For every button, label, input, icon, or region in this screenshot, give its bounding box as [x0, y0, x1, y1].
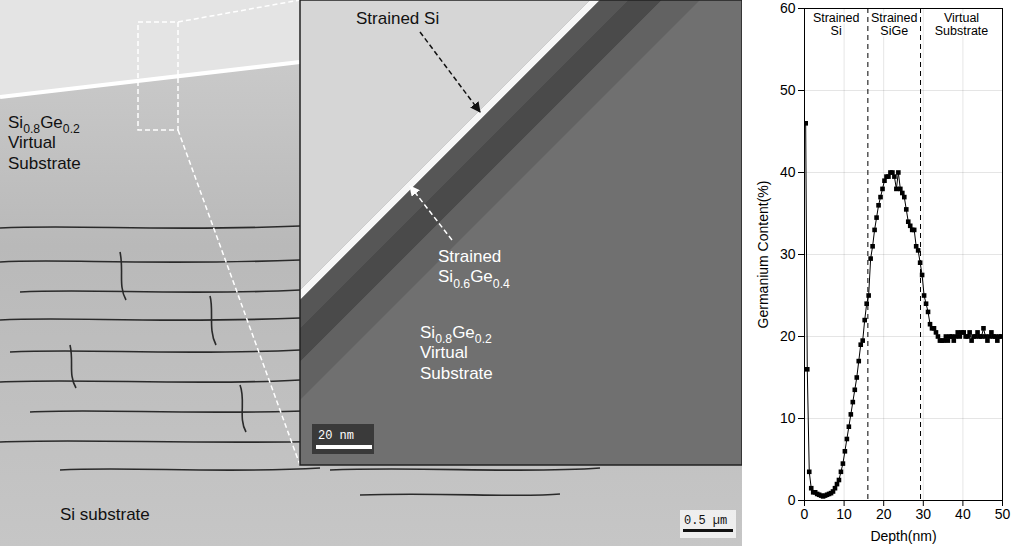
svg-text:Si substrate: Si substrate: [60, 505, 150, 524]
svg-text:StrainedSiGe: StrainedSiGe: [871, 11, 918, 38]
svg-text:0: 0: [788, 492, 796, 508]
svg-text:Depth(nm): Depth(nm): [870, 528, 936, 544]
svg-text:20: 20: [780, 328, 796, 344]
svg-text:30: 30: [916, 506, 932, 522]
svg-text:20: 20: [876, 506, 892, 522]
svg-text:60: 60: [780, 0, 796, 16]
svg-text:Substrate: Substrate: [8, 154, 81, 173]
svg-text:30: 30: [780, 246, 796, 262]
svg-text:50: 50: [995, 506, 1011, 522]
svg-text:Strained: Strained: [438, 247, 501, 266]
svg-text:0: 0: [801, 506, 809, 522]
svg-text:40: 40: [780, 164, 796, 180]
svg-text:10: 10: [780, 410, 796, 426]
svg-text:Si0.6Ge0.4: Si0.6Ge0.4: [438, 267, 510, 290]
svg-text:Strained Si: Strained Si: [356, 9, 439, 28]
svg-text:50: 50: [780, 82, 796, 98]
svg-text:Germanium Content(%): Germanium Content(%): [755, 181, 771, 329]
svg-text:Virtual: Virtual: [8, 133, 56, 152]
svg-text:VirtualSubstrate: VirtualSubstrate: [935, 11, 989, 38]
svg-text:Virtual: Virtual: [420, 343, 468, 362]
svg-text:20 nm: 20 nm: [318, 429, 354, 443]
svg-text:Si0.8Ge0.2: Si0.8Ge0.2: [8, 113, 80, 137]
svg-text:40: 40: [955, 506, 971, 522]
svg-text:StrainedSi: StrainedSi: [813, 11, 860, 38]
svg-text:0.5 µm: 0.5 µm: [684, 514, 727, 528]
svg-text:Substrate: Substrate: [420, 364, 493, 383]
svg-text:10: 10: [836, 506, 852, 522]
svg-text:Si0.8Ge0.2: Si0.8Ge0.2: [420, 323, 492, 347]
